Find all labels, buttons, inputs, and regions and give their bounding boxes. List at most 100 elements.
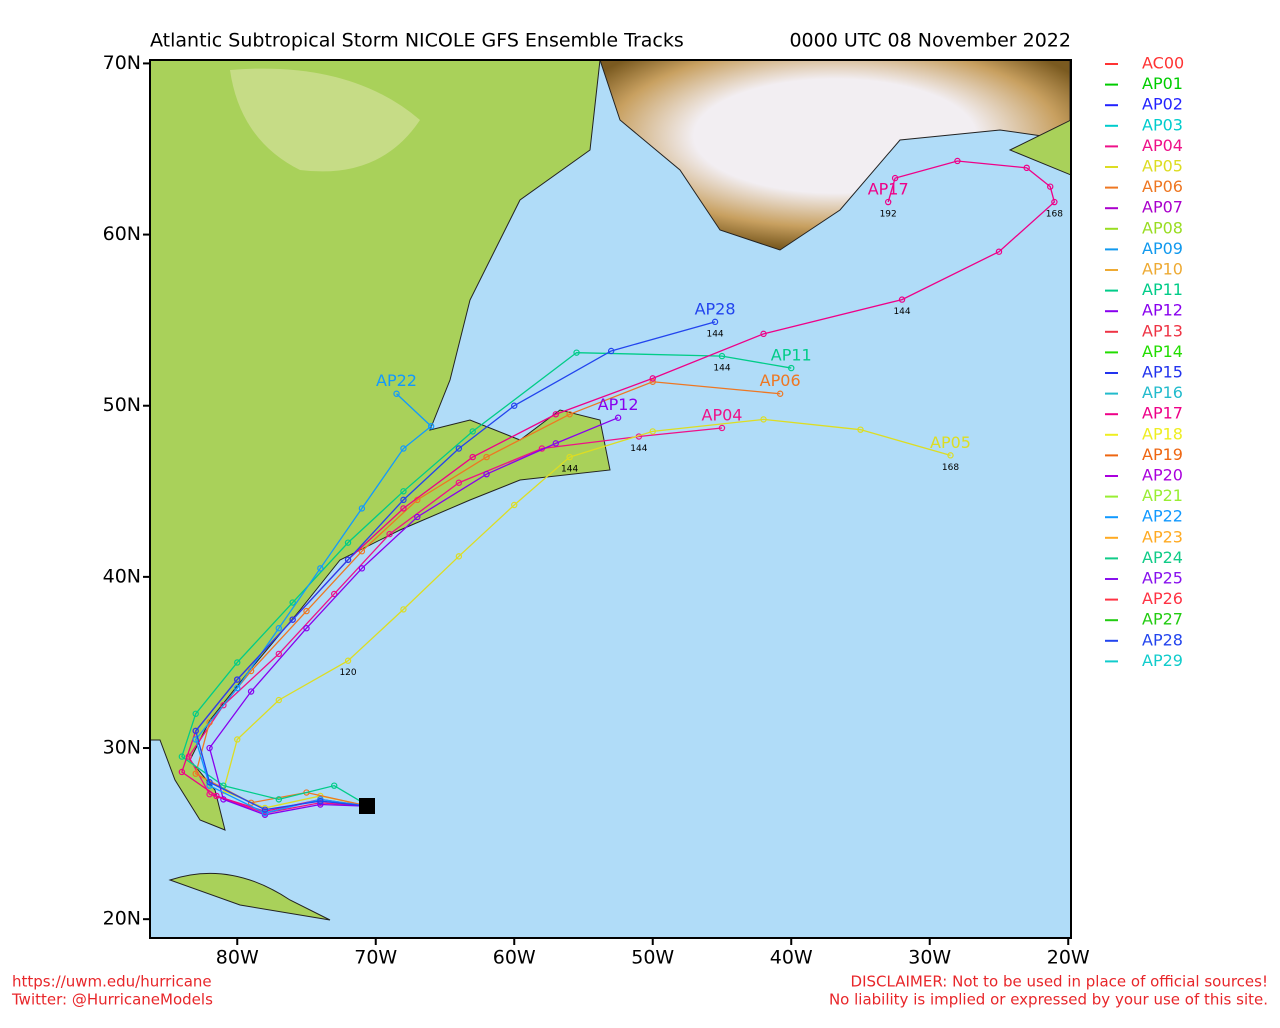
- track-point: [344, 657, 352, 664]
- track-point: [358, 505, 366, 512]
- track-point: [344, 556, 352, 563]
- track-point: [192, 727, 199, 735]
- track-point: [192, 770, 199, 777]
- track-point: [400, 496, 407, 504]
- map-frame: [149, 59, 1072, 939]
- x-tick-label: 20W: [1047, 947, 1090, 969]
- track-point: [455, 445, 463, 452]
- legend-label: AP25: [1142, 569, 1183, 588]
- track-point: [393, 390, 400, 397]
- legend-label: AP03: [1142, 115, 1183, 134]
- track-point: [427, 423, 435, 430]
- legend-label: AC00: [1142, 54, 1184, 73]
- legend-label: AP16: [1142, 383, 1183, 402]
- track-point: [289, 599, 296, 606]
- legend-label: AP11: [1142, 280, 1183, 299]
- y-tick-label: 70N: [103, 52, 141, 74]
- track-point: [178, 768, 186, 776]
- legend-label: AP02: [1142, 95, 1183, 114]
- north-america: [150, 60, 611, 831]
- track-point: [995, 248, 1003, 255]
- x-tick-label: 40W: [770, 947, 813, 969]
- hour-label: 168: [942, 463, 959, 473]
- x-tick-label: 30W: [908, 947, 951, 969]
- track-point: [649, 378, 656, 385]
- hour-label: 168: [1046, 210, 1063, 220]
- legend-label: AP22: [1142, 507, 1183, 526]
- legend-label: AP20: [1142, 466, 1183, 485]
- legend-label: AP07: [1142, 198, 1183, 217]
- legend-label: AP08: [1142, 218, 1183, 237]
- track-point: [317, 797, 324, 805]
- track-point: [776, 390, 784, 397]
- track-point: [1023, 164, 1030, 172]
- track-point: [898, 296, 906, 303]
- x-tick-label: 80W: [216, 947, 259, 969]
- track-point: [275, 696, 283, 704]
- track-point: [469, 428, 476, 435]
- track: [208, 417, 619, 816]
- track-point: [331, 782, 338, 789]
- track-point: [234, 736, 241, 743]
- track-point: [358, 565, 366, 572]
- legend-label: AP09: [1142, 239, 1183, 258]
- cuba: [168, 872, 331, 921]
- hour-label: 192: [880, 210, 897, 220]
- track-point: [178, 753, 186, 760]
- track-point: [400, 505, 407, 512]
- track-point: [289, 616, 296, 623]
- y-tick-label: 50N: [103, 394, 141, 416]
- legend-label: AP19: [1142, 445, 1183, 464]
- hour-label: 144: [630, 444, 647, 454]
- track-point: [649, 428, 656, 435]
- track-point: [247, 688, 255, 695]
- track-point: [1047, 183, 1054, 190]
- track-point: [760, 330, 767, 338]
- track-point: [303, 625, 310, 632]
- track-point: [386, 530, 393, 538]
- y-tick-label: 30N: [103, 737, 141, 759]
- track-point: [566, 411, 573, 418]
- footer-right: No liability is implied or expressed by …: [829, 991, 1268, 1009]
- track-point: [206, 719, 213, 726]
- hour-label: 144: [706, 329, 723, 339]
- footer-right: DISCLAIMER: Not to be used in place of o…: [851, 973, 1268, 991]
- legend-label: AP12: [1142, 301, 1183, 320]
- track-point: [607, 347, 615, 355]
- legend-label: AP10: [1142, 260, 1183, 279]
- track-point: [511, 501, 518, 509]
- track-point: [718, 352, 726, 360]
- track-point: [414, 513, 421, 521]
- hour-label: 144: [893, 307, 910, 317]
- track-label: AP04: [702, 405, 743, 424]
- track-point: [275, 625, 283, 632]
- track-point: [234, 659, 241, 666]
- track-point: [511, 402, 518, 409]
- x-tick-label: 60W: [493, 947, 536, 969]
- track-point: [303, 607, 310, 615]
- track-label: AP12: [598, 395, 639, 414]
- track-point: [760, 416, 767, 423]
- track-point: [614, 414, 622, 421]
- x-tick-label: 50W: [631, 947, 674, 969]
- legend-label: AP06: [1142, 177, 1183, 196]
- track: [181, 160, 1056, 813]
- legend-label: AP21: [1142, 486, 1183, 505]
- track-point: [234, 684, 241, 692]
- track-point: [1051, 198, 1058, 206]
- legend-label: AP28: [1142, 630, 1183, 649]
- track-point: [884, 198, 892, 206]
- track-point: [192, 710, 199, 717]
- track-point: [649, 375, 656, 382]
- track-point: [566, 453, 573, 461]
- track-point: [947, 452, 954, 459]
- legend-label: AP04: [1142, 136, 1183, 155]
- footer-left: Twitter: @HurricaneModels: [11, 991, 213, 1009]
- track: [181, 352, 792, 807]
- legend-label: AP26: [1142, 589, 1183, 608]
- legend-label: AP14: [1142, 342, 1183, 361]
- legend-label: AP18: [1142, 424, 1183, 443]
- track-label: AP28: [695, 299, 736, 318]
